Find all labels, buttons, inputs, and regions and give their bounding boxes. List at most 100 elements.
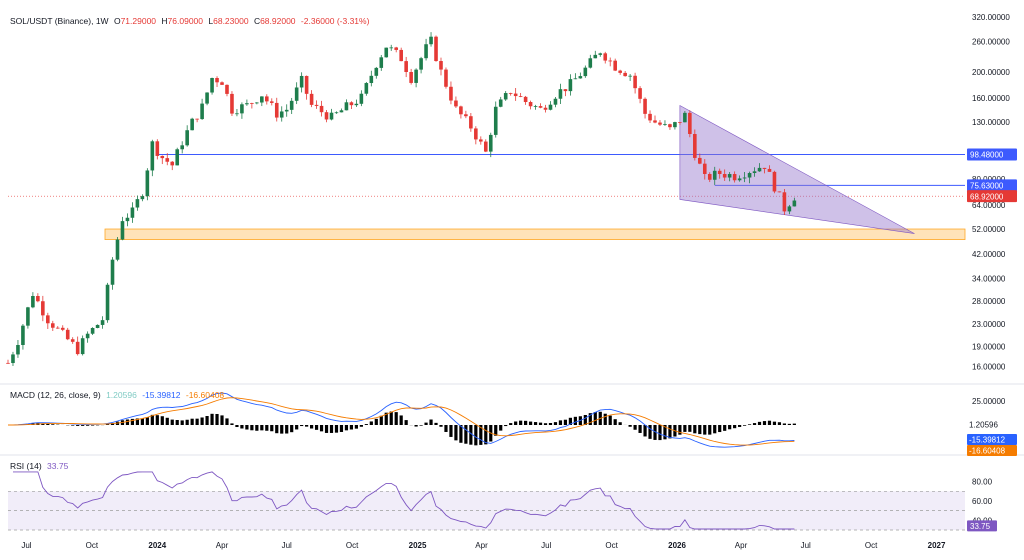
macd-hist-bar: [793, 424, 796, 425]
price-tick-label: 52.00000: [972, 225, 1006, 234]
macd-hist-bar: [539, 423, 542, 425]
macd-hist-bar: [166, 418, 169, 425]
time-axis-label: Jul: [21, 541, 31, 550]
candle-body: [748, 173, 752, 178]
candle-body: [439, 61, 443, 70]
macd-hist-bar: [723, 425, 726, 431]
macd-header: MACD (12, 26, close, 9) 1.20596 -15.3981…: [10, 390, 227, 400]
candle-body: [623, 73, 627, 76]
high-value: 76.09000: [168, 16, 203, 26]
candle-body: [768, 169, 772, 172]
candle-body: [643, 99, 647, 114]
candle-body: [215, 78, 219, 82]
candle-body: [320, 106, 324, 112]
time-axis-label: Jul: [801, 541, 811, 550]
candle-body: [86, 334, 90, 339]
time-axis-label: Apr: [216, 541, 229, 550]
macd-hist-bar: [633, 425, 636, 430]
macd-hist-bar: [698, 425, 701, 434]
macd-hist-bar: [275, 425, 278, 433]
price-header: SOL/USDT (Binance), 1W O71.29000 H76.090…: [10, 16, 372, 26]
macd-hist-bar: [340, 425, 343, 432]
candle-body: [265, 96, 269, 101]
candle-body: [459, 106, 463, 114]
time-axis-label: Oct: [865, 541, 878, 550]
candle-body: [101, 320, 105, 325]
time-axis-label: Apr: [735, 541, 748, 550]
candle-body: [330, 113, 334, 120]
time-axis-label: Jul: [541, 541, 551, 550]
candle-body: [141, 196, 145, 199]
macd-hist-bar: [648, 425, 651, 439]
candle-body: [474, 128, 478, 139]
time-axis-label: Oct: [605, 541, 618, 550]
macd-hist-bar: [210, 414, 213, 425]
macd-hist-bar: [748, 424, 751, 425]
candle-body: [295, 87, 299, 100]
macd-hist-bar: [330, 425, 333, 433]
candle-body: [365, 83, 369, 94]
candle-body: [579, 76, 583, 78]
time-axis-label: Jul: [282, 541, 292, 550]
candle-body: [793, 201, 797, 207]
macd-hist-bar: [305, 425, 308, 427]
candle-body: [116, 239, 120, 259]
macd-hist-bar: [614, 419, 617, 425]
macd-hist-bar: [449, 425, 452, 437]
price-tick-label: 200.00000: [972, 68, 1010, 77]
candle-body: [559, 89, 563, 99]
candle-body: [718, 171, 722, 174]
candle-body: [21, 326, 25, 345]
candle-body: [728, 174, 732, 178]
time-axis-label: 2027: [928, 541, 946, 550]
macd-hist-bar: [186, 420, 189, 425]
macd-hist-bar: [519, 421, 522, 425]
macd-hist-bar: [444, 425, 447, 432]
candle-body: [136, 199, 140, 207]
candle-body: [504, 93, 508, 99]
macd-hist-bar: [629, 425, 632, 427]
rsi-title: RSI (14): [10, 461, 42, 471]
macd-hist-bar: [429, 420, 432, 425]
candle-body: [479, 139, 483, 141]
price-tick-label: 260.00000: [972, 37, 1010, 46]
macd-hist-bar: [380, 416, 383, 425]
candle-body: [31, 296, 35, 307]
candle-body: [509, 93, 513, 94]
candle-body: [280, 111, 284, 117]
candle-body: [46, 315, 50, 323]
candle-body: [539, 106, 543, 108]
candle-body: [51, 323, 55, 327]
macd-hist-bar: [683, 425, 686, 432]
price-tick-label: 23.00000: [972, 320, 1006, 329]
macd-hist-bar: [255, 425, 258, 431]
macd-hist-bar: [270, 425, 273, 431]
candle-body: [499, 99, 503, 106]
macd-hist-bar: [156, 415, 159, 425]
candle-body: [668, 124, 672, 127]
candle-body: [290, 101, 294, 110]
time-axis-label: 2026: [668, 541, 686, 550]
change-value: -2.36000 (-3.31%): [301, 16, 370, 26]
candle-body: [170, 162, 174, 166]
candle-body: [146, 170, 150, 196]
candle-body: [783, 192, 787, 211]
macd-hist-bar: [141, 418, 144, 425]
candle-body: [688, 113, 692, 134]
macd-hist-bar: [619, 422, 622, 425]
macd-hist-bar: [91, 425, 94, 426]
candle-body: [240, 104, 244, 113]
candle-body: [743, 178, 747, 179]
macd-tick-label: 25.00000: [972, 397, 1006, 406]
open-value: 71.29000: [121, 16, 156, 26]
macd-hist-bar: [524, 421, 527, 425]
candle-body: [165, 158, 169, 162]
macd-hist-bar: [171, 420, 174, 425]
macd-hist-bar: [504, 425, 507, 426]
macd-hist-bar: [688, 425, 691, 432]
candle-body: [190, 119, 194, 130]
macd-hist-bar: [51, 424, 54, 425]
macd-hist-bar: [643, 425, 646, 436]
